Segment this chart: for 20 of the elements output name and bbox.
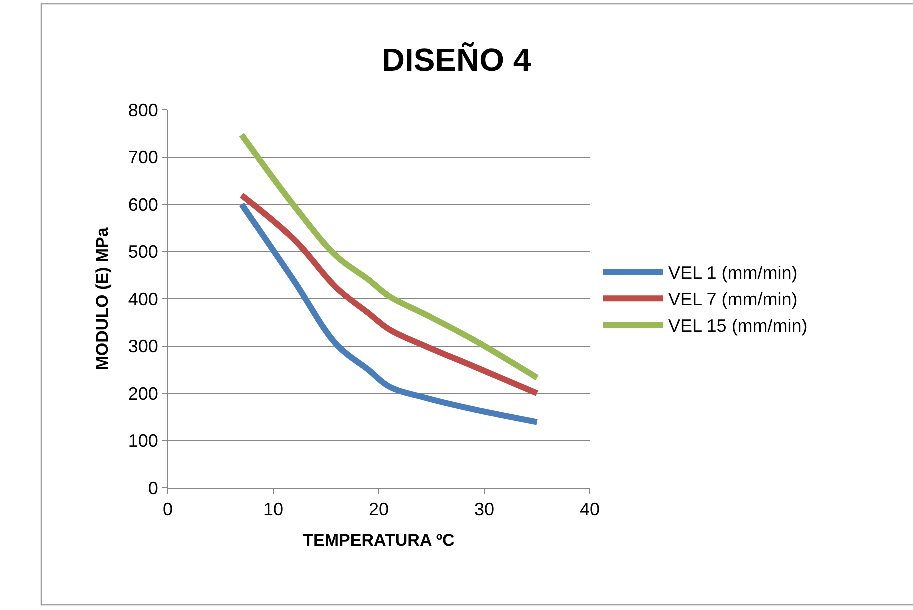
x-tick-label: 10 [263,500,284,520]
x-axis-title: TEMPERATURA ºC [303,531,455,550]
legend-label: VEL 7 (mm/min) [668,290,798,310]
chart-title: DISEÑO 4 [382,42,532,78]
x-tick-label: 30 [474,500,495,520]
legend-label: VEL 1 (mm/min) [668,263,798,284]
y-axis-title: MODULO (E) MPa [92,227,112,370]
y-tick-label: 200 [128,384,158,404]
y-tick-label: 700 [128,148,158,168]
y-tick-label: 800 [128,100,158,120]
x-tick-label: 20 [368,500,390,520]
x-tick-label: 0 [162,500,174,520]
y-tick-label: 400 [128,289,158,310]
y-tick-label: 300 [128,336,158,357]
y-tick-label: 600 [128,194,158,215]
y-tick-label: 100 [128,431,158,452]
x-tick-label: 40 [580,500,600,520]
y-tick-label: 500 [128,242,158,262]
legend-label: VEL 15 (mm/min) [668,316,808,336]
y-tick-label: 0 [148,478,158,498]
